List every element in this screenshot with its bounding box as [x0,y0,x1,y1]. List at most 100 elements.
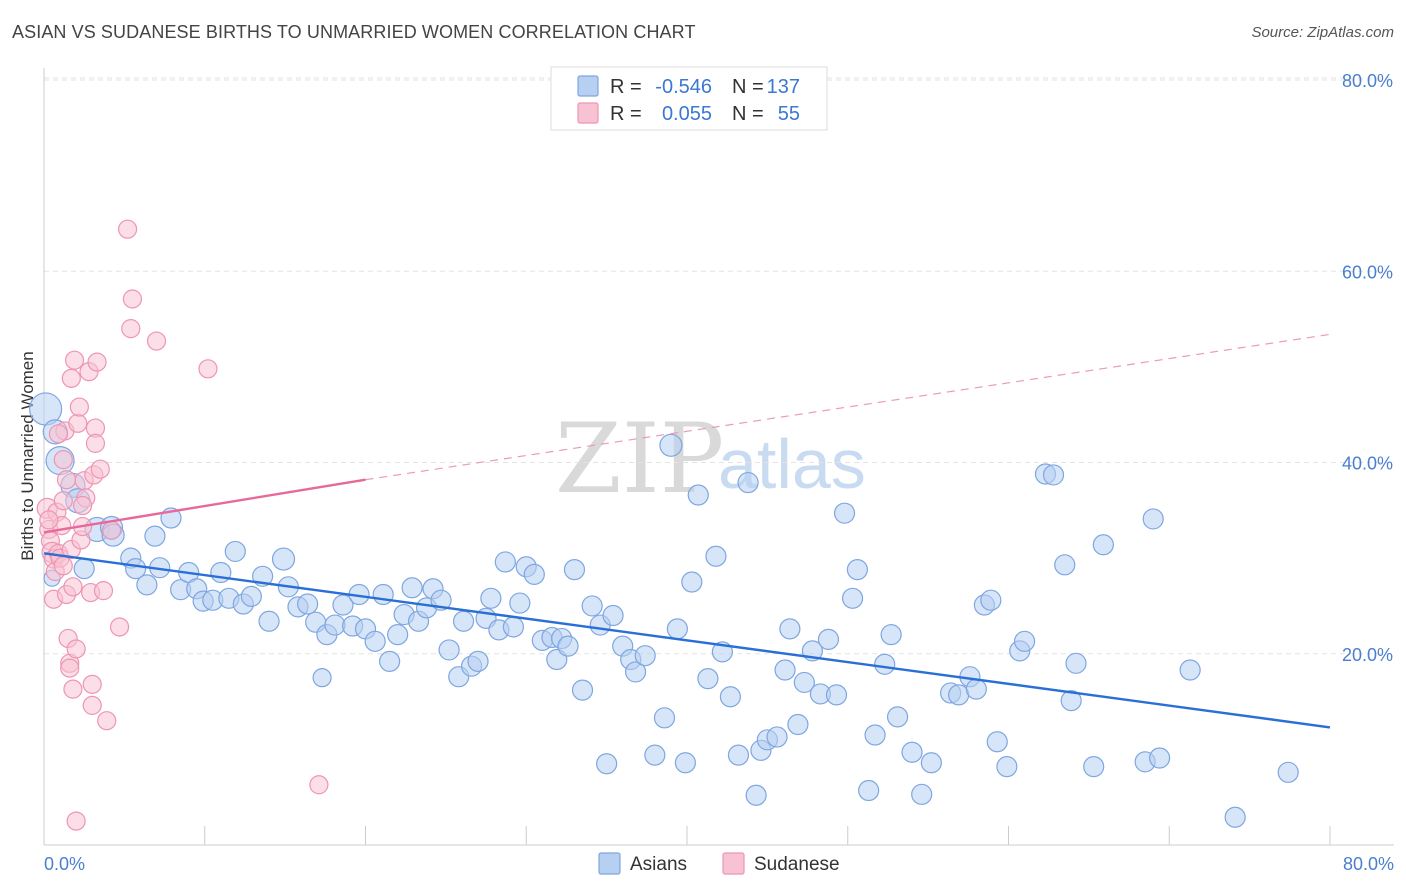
data-point-asians [666,618,688,640]
data-point-sudanese [109,617,130,637]
data-point-asians [297,593,319,615]
data-point-asians [1277,761,1299,783]
legend-swatch-sudanese [577,102,599,124]
data-point-sudanese [90,459,110,479]
data-point-asians [1013,630,1036,652]
legend-n-value-sudanese: 55 [778,103,800,125]
x-ticks [204,826,1331,845]
data-point-asians [73,558,95,580]
data-point-asians [240,585,262,607]
trend-line-asians [43,552,1331,729]
data-point-sudanese [48,424,69,444]
data-point-asians [787,713,809,736]
data-point-sudanese [63,679,83,699]
legend-r-value-asians: -0.546 [655,76,712,98]
data-point-sudanese [82,674,102,694]
data-point-asians [312,668,332,688]
data-point-asians [509,592,531,614]
data-point-sudanese [68,413,88,433]
data-point-asians [948,684,970,706]
data-point-asians [1042,464,1065,486]
bottom-legend-label-asians: Asians [630,854,687,875]
data-point-asians [880,624,902,646]
trend-lines [43,333,1331,729]
data-point-asians [136,574,158,596]
y-tick-labels: 20.0% 40.0% 60.0% 80.0% [1342,71,1393,665]
data-point-asians [920,752,942,774]
data-point-asians [705,545,727,567]
data-point-asians [1054,554,1076,576]
y-tick-label: 40.0% [1342,454,1393,474]
data-point-asians [1224,806,1246,828]
data-point-sudanese [39,510,59,530]
data-point-asians [387,624,409,646]
data-point-sudanese [53,556,73,576]
data-point-asians [659,433,683,457]
data-point-asians [965,678,987,700]
data-point-asians [494,551,516,573]
data-point-asians [833,502,856,524]
data-point-asians [874,653,896,675]
data-point-asians [737,471,759,494]
series-asians [29,392,1299,828]
data-point-asians [886,706,909,728]
data-point-asians [502,616,524,638]
data-point-asians [379,650,401,673]
legend-n-value-asians: 137 [767,76,800,98]
bottom-legend: Asians Sudanese [598,852,840,875]
data-point-asians [817,628,840,651]
data-point-sudanese [60,658,80,678]
legend-r-value-sudanese: 0.055 [662,103,712,125]
data-point-asians [1142,508,1164,530]
data-point-asians [697,668,719,690]
data-point-sudanese [56,470,77,490]
data-point-asians [858,779,880,802]
data-point-sudanese [85,433,106,453]
data-point-asians [144,525,166,547]
data-point-asians [557,635,579,657]
bottom-legend-swatch-asians [598,852,621,875]
data-point-asians [980,589,1002,611]
legend-r-label-sudanese: R = [610,103,642,125]
legend-box: R = -0.546 N = 137 R = 0.055 N = 55 [550,66,828,131]
trend-extension-sudanese [365,333,1331,481]
data-point-asians [911,783,933,805]
trend-line-sudanese [43,478,366,534]
y-tick-label: 20.0% [1342,645,1393,665]
x-tick-label-min: 0.0% [44,854,85,874]
data-point-sudanese [97,711,117,731]
bottom-legend-label-sudanese: Sudanese [754,854,840,875]
data-point-asians [602,604,624,627]
data-point-asians [571,679,594,701]
data-point-asians [779,618,801,640]
data-point-sudanese [61,368,81,388]
data-point-asians [401,577,423,599]
data-point-sudanese [82,695,102,715]
data-point-asians [864,724,886,746]
legend-swatch-asians [577,75,599,97]
data-point-asians [1065,652,1087,674]
data-point-sudanese [93,581,114,601]
data-point-sudanese [53,491,73,511]
data-point-sudanese [121,319,141,339]
data-point-asians [438,639,460,661]
y-tick-label: 80.0% [1342,71,1393,91]
data-point-asians [825,684,848,706]
data-point-asians [774,659,796,681]
data-point-sudanese [309,775,329,795]
data-point-asians [1060,690,1082,712]
data-point-asians [258,610,280,632]
data-point-asians [467,650,489,673]
data-point-sudanese [198,359,218,379]
data-point-asians [452,610,475,632]
data-point-asians [901,741,923,763]
data-point-asians [841,587,864,609]
data-point-asians [372,583,394,606]
data-point-sudanese [53,450,73,470]
data-point-asians [563,558,586,581]
data-point-sudanese [64,350,85,370]
chart-source: Source: ZipAtlas.com [1251,24,1394,41]
data-point-sudanese [122,289,143,309]
data-point-asians [364,630,386,652]
